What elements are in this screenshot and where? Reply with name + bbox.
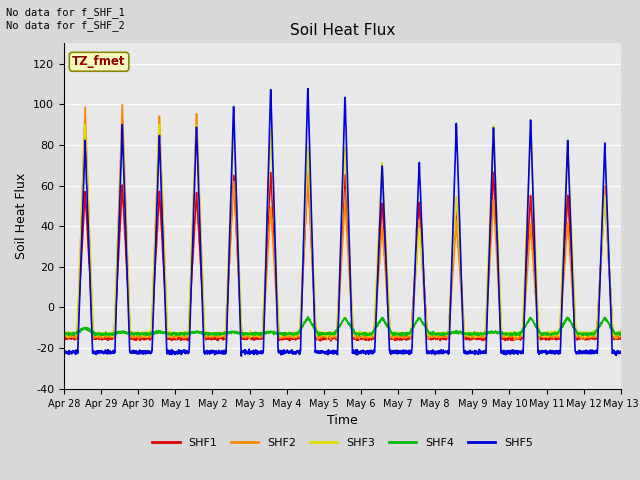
SHF2 [438, 331, 445, 337]
SHF3 [528, 154, 536, 159]
Line: SHF3: SHF3 [64, 124, 640, 337]
SHF1 [327, 338, 335, 344]
SHF4 [60, 331, 68, 337]
SHF5 [304, 86, 312, 92]
Line: SHF4: SHF4 [64, 317, 640, 336]
SHF2 [490, 201, 498, 207]
SHF1 [528, 215, 536, 221]
SHF3 [490, 135, 498, 141]
SHF2 [564, 222, 572, 228]
Line: SHF5: SHF5 [64, 89, 640, 356]
SHF2 [60, 334, 68, 339]
SHF2 [528, 241, 536, 247]
SHF5 [438, 348, 445, 353]
SHF4 [564, 314, 572, 320]
Y-axis label: Soil Heat Flux: Soil Heat Flux [15, 173, 28, 259]
SHF1 [564, 194, 572, 200]
Legend: SHF1, SHF2, SHF3, SHF4, SHF5: SHF1, SHF2, SHF3, SHF4, SHF5 [147, 433, 538, 452]
SHF1 [182, 335, 189, 340]
SHF3 [156, 121, 163, 127]
Line: SHF1: SHF1 [64, 172, 640, 341]
X-axis label: Time: Time [327, 414, 358, 427]
SHF5 [182, 349, 189, 355]
SHF5 [60, 348, 68, 354]
SHF1 [60, 335, 68, 340]
SHF2 [511, 337, 518, 343]
Line: SHF2: SHF2 [64, 104, 640, 340]
Text: TZ_fmet: TZ_fmet [72, 55, 126, 68]
SHF3 [564, 143, 572, 148]
SHF3 [438, 331, 445, 337]
Text: No data for f_SHF_1
No data for f_SHF_2: No data for f_SHF_1 No data for f_SHF_2 [6, 7, 125, 31]
SHF4 [438, 330, 445, 336]
SHF2 [182, 334, 189, 340]
SHF4 [304, 314, 312, 320]
SHF3 [472, 335, 479, 340]
SHF5 [237, 353, 245, 359]
SHF5 [564, 144, 572, 150]
SHF5 [528, 156, 536, 161]
SHF4 [528, 316, 536, 322]
SHF4 [490, 329, 498, 335]
SHF1 [304, 169, 312, 175]
SHF3 [60, 330, 68, 336]
SHF4 [182, 331, 189, 336]
SHF2 [118, 101, 126, 107]
SHF3 [182, 328, 189, 334]
SHF1 [438, 335, 445, 341]
SHF4 [355, 333, 363, 338]
SHF5 [490, 137, 498, 143]
Title: Soil Heat Flux: Soil Heat Flux [290, 23, 395, 38]
SHF1 [490, 179, 498, 185]
